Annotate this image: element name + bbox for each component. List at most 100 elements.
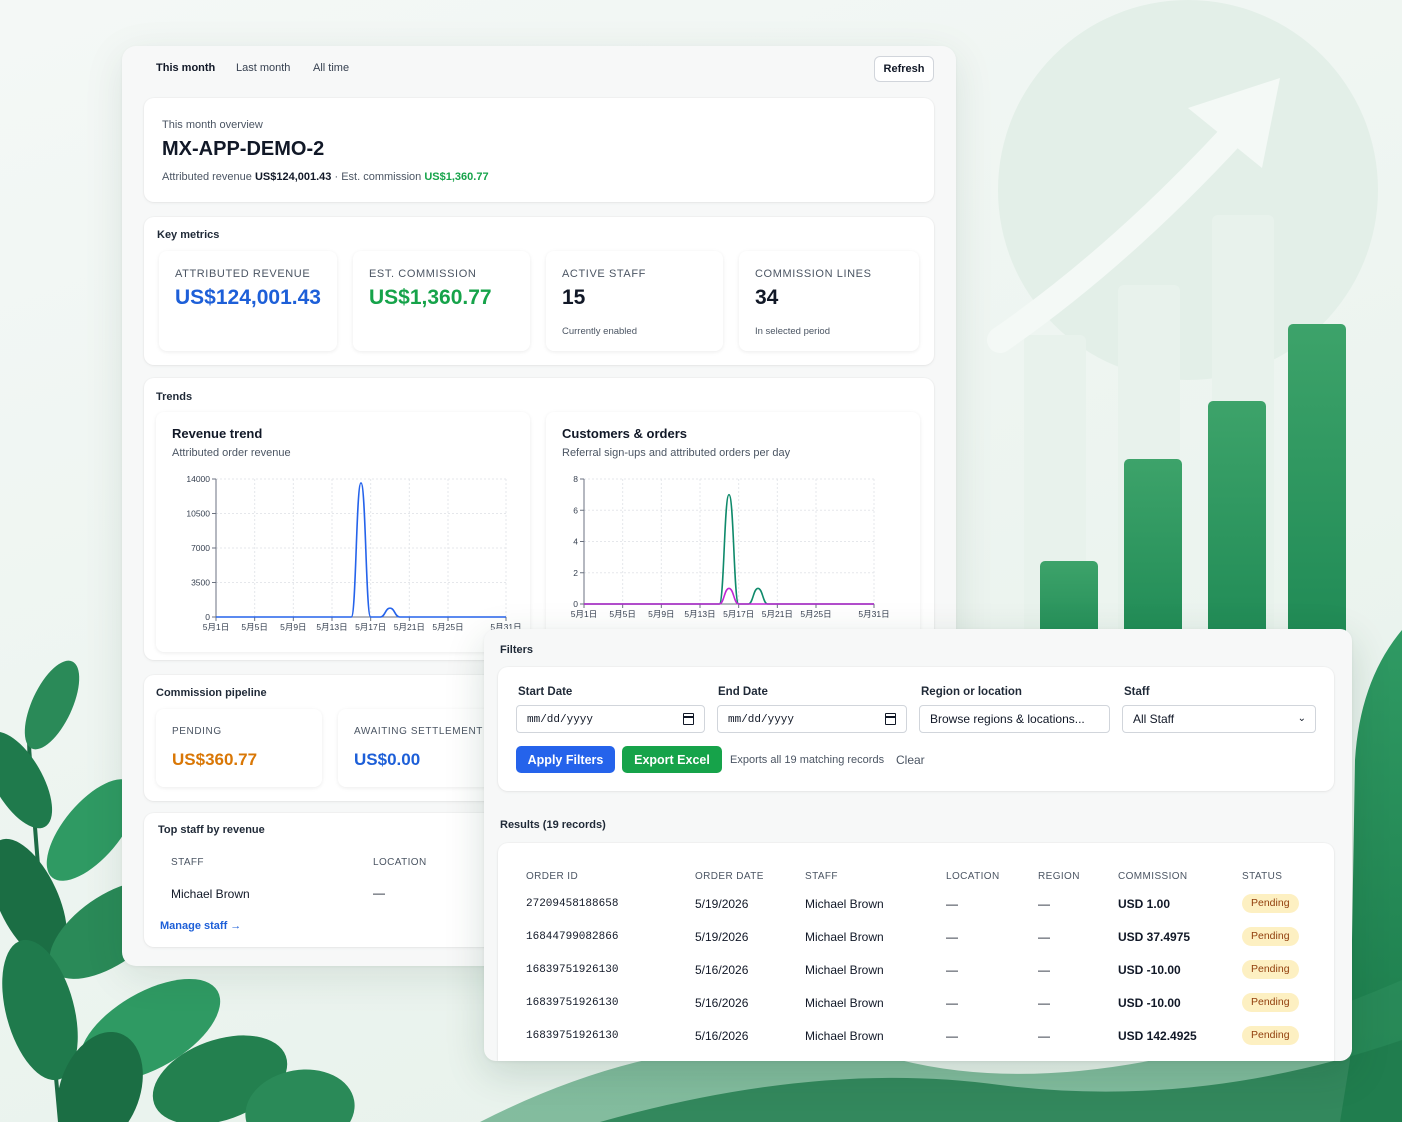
column-header: COMMISSION: [1118, 871, 1188, 882]
order-region: —: [1038, 996, 1050, 1010]
chart-subtitle: Referral sign-ups and attributed orders …: [562, 447, 791, 459]
metric-card: ACTIVE STAFF 15 Currently enabled: [546, 251, 723, 351]
calendar-icon[interactable]: [885, 713, 896, 725]
x-tick-label: 5月5日: [241, 622, 267, 632]
order-region: —: [1038, 897, 1050, 911]
tab-last-month[interactable]: Last month: [236, 62, 291, 74]
pipeline-label: PENDING: [172, 726, 222, 737]
tab-this-month[interactable]: This month: [156, 62, 216, 74]
filters-results-window: Filters Start Date mm/dd/yyyy End Date m…: [484, 629, 1352, 1061]
overview-summary: Attributed revenue US$124,001.43 · Est. …: [162, 171, 489, 183]
section-title: Filters: [500, 644, 534, 656]
staff-select[interactable]: All Staff ⌄: [1122, 705, 1316, 733]
y-tick-label: 3500: [191, 578, 210, 588]
chart-title: Revenue trend: [172, 426, 263, 441]
column-header: LOCATION: [946, 871, 1000, 882]
order-location: —: [946, 1029, 958, 1043]
order-staff: Michael Brown: [805, 930, 884, 944]
order-location: —: [946, 930, 958, 944]
table-row[interactable]: 16844799082866 5/19/2026 Michael Brown —…: [498, 920, 1334, 953]
table-row[interactable]: 27209458188658 5/19/2026 Michael Brown —…: [498, 887, 1334, 920]
status-badge: Pending: [1242, 993, 1299, 1012]
order-staff: Michael Brown: [805, 1029, 884, 1043]
y-tick-label: 7000: [191, 543, 210, 553]
x-tick-label: 5月25日: [432, 622, 463, 632]
metric-value: US$124,001.43: [175, 286, 321, 309]
end-date-label: End Date: [718, 686, 768, 698]
clear-filters-link[interactable]: Clear: [896, 753, 925, 767]
order-staff: Michael Brown: [805, 897, 884, 911]
order-commission: USD 37.4975: [1118, 930, 1191, 944]
pipeline-card: PENDING US$360.77: [156, 709, 322, 787]
pipeline-value: US$0.00: [354, 750, 421, 769]
end-date-input[interactable]: mm/dd/yyyy: [717, 705, 907, 733]
staff-select-value: All Staff: [1133, 712, 1175, 726]
end-date-value: mm/dd/yyyy: [728, 714, 795, 726]
section-title: Commission pipeline: [156, 687, 267, 699]
status-badge: Pending: [1242, 1026, 1299, 1045]
growth-bar: [1208, 401, 1266, 651]
start-date-input[interactable]: mm/dd/yyyy: [516, 705, 705, 733]
table-row[interactable]: 16839751926130 5/16/2026 Michael Brown —…: [498, 1019, 1334, 1052]
tab-all-time[interactable]: All time: [313, 62, 350, 74]
x-tick-label: 5月13日: [684, 609, 715, 619]
metric-label: EST. COMMISSION: [369, 268, 477, 280]
order-id: 16844799082866: [526, 931, 619, 943]
y-tick-label: 8: [573, 474, 578, 484]
revenue-value: US$124,001.43: [254, 171, 332, 183]
pipeline-label: AWAITING SETTLEMENT: [354, 726, 483, 737]
staff-location: —: [373, 886, 385, 900]
column-header: STAFF: [805, 871, 838, 882]
overview-subtitle: This month overview: [162, 119, 263, 131]
metric-value: 15: [562, 286, 586, 309]
calendar-icon[interactable]: [683, 713, 694, 725]
manage-staff-link[interactable]: Manage staff →: [160, 920, 242, 932]
staff-filter-label: Staff: [1124, 686, 1150, 698]
pipeline-value: US$360.77: [172, 750, 258, 769]
table-row[interactable]: 16839751926130 5/16/2026 Michael Brown —…: [498, 953, 1334, 986]
table-row[interactable]: 16839751926130 5/16/2026 Michael Brown —…: [498, 986, 1334, 1019]
column-header: LOCATION: [373, 857, 427, 868]
refresh-button[interactable]: Refresh: [874, 56, 934, 82]
growth-bar: [1288, 324, 1346, 649]
x-tick-label: 5月1日: [571, 609, 597, 619]
chart-subtitle: Attributed order revenue: [172, 447, 291, 459]
metric-value: US$1,360.77: [369, 286, 492, 309]
metric-label: ACTIVE STAFF: [562, 268, 647, 280]
overview-panel: This month overview MX-APP-DEMO-2 Attrib…: [144, 98, 934, 202]
order-location: —: [946, 897, 958, 911]
order-id: 16839751926130: [526, 997, 619, 1009]
column-header: STAFF: [171, 857, 204, 868]
order-commission: USD 1.00: [1118, 897, 1171, 911]
metric-card: EST. COMMISSION US$1,360.77: [353, 251, 530, 351]
y-tick-label: 4: [573, 537, 578, 547]
order-id: 16839751926130: [526, 1030, 619, 1042]
period-tabs: This month Last month All time Refresh: [122, 46, 956, 92]
order-id: 27209458188658: [526, 898, 619, 910]
export-hint: Exports all 19 matching records: [730, 754, 885, 766]
section-title: Trends: [156, 391, 193, 403]
order-location: —: [946, 963, 958, 977]
region-location-picker[interactable]: Browse regions & locations...: [919, 705, 1110, 733]
order-region: —: [1038, 1029, 1050, 1043]
y-tick-label: 6: [573, 505, 578, 515]
series-line: [216, 482, 506, 618]
x-tick-label: 5月17日: [355, 622, 386, 632]
order-id: 16839751926130: [526, 964, 619, 976]
status-badge: Pending: [1242, 927, 1299, 946]
results-table: ORDER ID ORDER DATE STAFF LOCATION REGIO…: [498, 843, 1334, 1061]
apply-filters-button[interactable]: Apply Filters: [516, 746, 615, 773]
column-header: STATUS: [1242, 871, 1283, 882]
order-date: 5/16/2026: [695, 996, 749, 1010]
x-tick-label: 5月9日: [280, 622, 306, 632]
status-badge: Pending: [1242, 960, 1299, 979]
y-tick-label: 2: [573, 568, 578, 578]
x-tick-label: 5月9日: [648, 609, 674, 619]
export-excel-button[interactable]: Export Excel: [622, 746, 722, 773]
filters-panel: Start Date mm/dd/yyyy End Date mm/dd/yyy…: [498, 667, 1334, 791]
order-commission: USD -10.00: [1118, 963, 1181, 977]
section-title: Top staff by revenue: [158, 824, 265, 836]
growth-bar: [1124, 459, 1182, 649]
metric-card: COMMISSION LINES 34 In selected period: [739, 251, 919, 351]
x-tick-label: 5月31日: [490, 622, 521, 632]
